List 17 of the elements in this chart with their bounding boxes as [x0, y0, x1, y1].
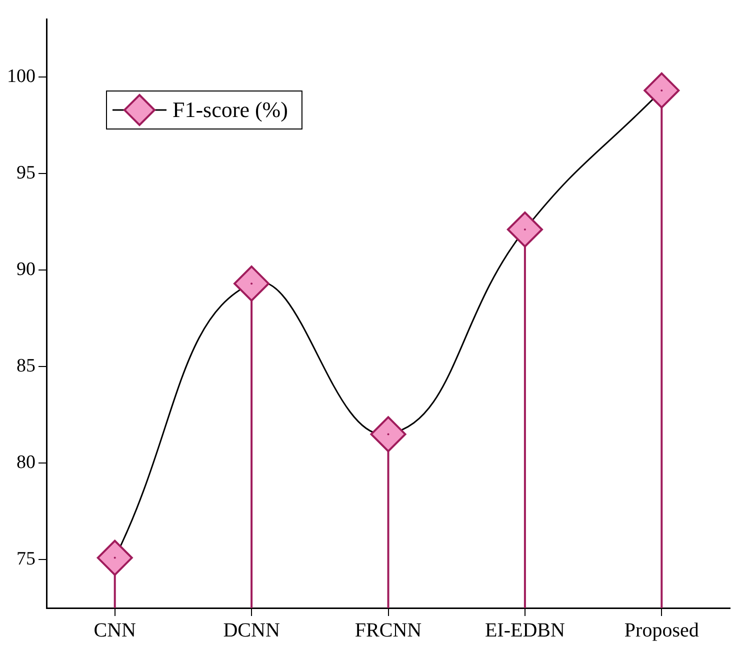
x-tick-label: EI-EDBN: [484, 619, 565, 642]
point: [644, 72, 680, 108]
y-tick-label: 85: [16, 356, 36, 377]
y-tick-label: 95: [16, 162, 36, 184]
point: [506, 211, 543, 248]
point: [96, 540, 133, 576]
legend-label: F1-score (%): [172, 96, 288, 122]
point: [370, 416, 406, 452]
x-tick-label: Proposed: [624, 619, 699, 642]
x-tick-label: DCNN: [223, 619, 280, 642]
y-tick-label: 100: [7, 66, 36, 87]
y-tick-label: 75: [16, 548, 36, 570]
y-tick-label: 90: [16, 259, 36, 280]
y-tick-label: 80: [16, 452, 36, 474]
point: [234, 266, 270, 302]
x-tick-label: CNN: [94, 619, 136, 642]
x-tick-label: FRCNN: [354, 619, 422, 642]
